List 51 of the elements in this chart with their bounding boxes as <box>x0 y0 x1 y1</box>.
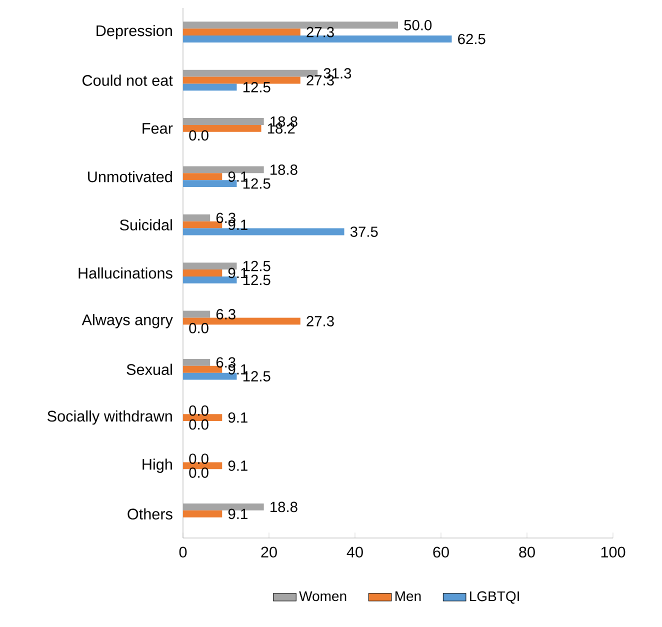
data-label: 0.0 <box>189 322 208 334</box>
data-label: 37.5 <box>350 226 378 237</box>
bar <box>183 228 344 236</box>
bar <box>183 180 237 188</box>
y-tick-label: Suicidal <box>120 219 172 230</box>
data-label: 9.1 <box>228 412 248 423</box>
bar <box>183 84 237 91</box>
legend-label: LGBTQI <box>470 591 519 604</box>
y-tick-label: Always angry <box>82 314 173 328</box>
legend-label: Women <box>299 591 346 602</box>
x-tick-label: 100 <box>601 546 626 558</box>
data-label: 6.3 <box>216 309 236 320</box>
data-label: 0.0 <box>189 419 208 430</box>
data-label: 18.8 <box>270 502 298 512</box>
y-tick-label: Fear <box>142 123 173 134</box>
y-tick-label: High <box>142 458 172 473</box>
data-label: 0.0 <box>189 454 208 464</box>
x-tick-label: 60 <box>433 546 449 558</box>
data-label: 18.8 <box>270 164 298 175</box>
data-label: 9.1 <box>228 460 248 471</box>
bar <box>183 28 300 36</box>
y-tick-label: Hallucinations <box>78 267 172 279</box>
bar <box>183 124 262 132</box>
y-tick-label: Others <box>128 508 172 520</box>
bar <box>183 76 300 84</box>
bar <box>183 270 222 276</box>
data-label: 27.3 <box>306 26 334 38</box>
x-tick-label: 80 <box>519 546 535 558</box>
y-tick-label: Unmotivated <box>88 171 172 182</box>
x-tick-label: 40 <box>346 546 363 558</box>
bar <box>183 510 222 518</box>
data-label: 27.3 <box>306 316 334 326</box>
data-label: 50.0 <box>404 20 432 30</box>
bar <box>183 372 237 380</box>
y-tick-label: Sexual <box>126 364 172 375</box>
bar <box>183 36 452 42</box>
bar <box>183 173 222 180</box>
bar <box>183 414 222 421</box>
data-label: 0.0 <box>189 467 208 478</box>
y-tick-label: Socially withdrawn <box>48 410 172 425</box>
x-tick-label: 20 <box>261 546 277 558</box>
y-tick-label: Depression <box>96 24 172 40</box>
legend-label: Men <box>395 591 421 602</box>
data-label: 0.0 <box>189 130 208 141</box>
data-label: 0.0 <box>189 405 208 416</box>
bar <box>183 462 222 470</box>
data-label: 62.5 <box>458 34 486 44</box>
y-tick-label: Could not eat <box>82 74 173 86</box>
data-label: 12.5 <box>243 82 270 92</box>
data-label: 9.1 <box>228 508 248 520</box>
x-tick-label: 0 <box>179 546 187 558</box>
